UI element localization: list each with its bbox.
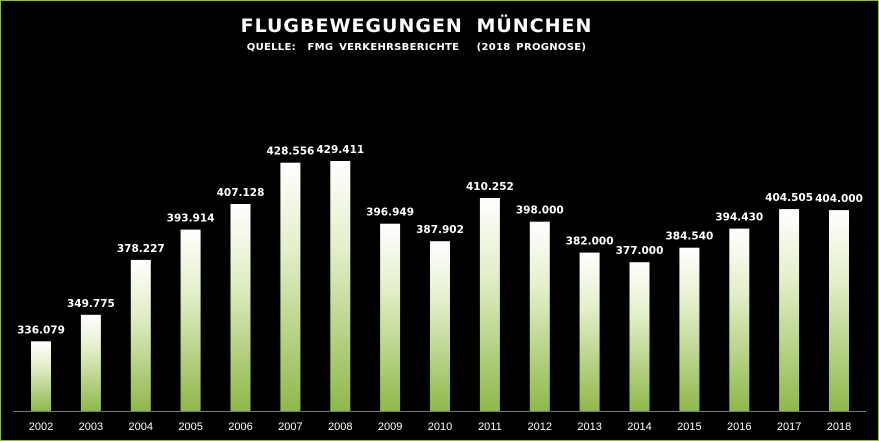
value-label-2004: 378.227 xyxy=(117,243,165,255)
value-label-2014: 377.000 xyxy=(616,245,664,257)
bar-2011 xyxy=(479,198,500,411)
value-label-2010: 387.902 xyxy=(416,224,464,236)
value-label-2007: 428.556 xyxy=(266,146,314,158)
x-tick-2006: 2006 xyxy=(228,421,252,433)
value-label-2016: 394.430 xyxy=(715,212,763,224)
value-label-2013: 382.000 xyxy=(566,236,614,248)
x-tick-2003: 2003 xyxy=(79,421,103,433)
x-tick-2008: 2008 xyxy=(328,421,352,433)
value-label-2015: 384.540 xyxy=(665,231,713,243)
bar-2002 xyxy=(31,341,51,411)
bar-2013 xyxy=(579,252,600,411)
bar-2010 xyxy=(430,241,450,411)
value-label-2018: 404.000 xyxy=(815,193,863,205)
value-label-2006: 407.128 xyxy=(217,187,265,199)
value-label-2017: 404.505 xyxy=(765,192,813,204)
value-labels-layer: 336.079 349.775 378.227 393.914 407.128 428.5… xyxy=(17,144,863,336)
x-tick-labels-layer: 2002 2003 2004 2005 2006 2007 2008 2009 2010 2011… xyxy=(29,421,851,433)
bar-2003 xyxy=(80,314,101,411)
value-label-2008: 429.411 xyxy=(316,144,364,156)
value-label-2011: 410.252 xyxy=(466,181,514,193)
x-tick-2016: 2016 xyxy=(727,421,751,433)
bar-2017 xyxy=(779,209,800,411)
value-label-2003: 349.775 xyxy=(67,298,115,310)
value-label-2002: 336.079 xyxy=(17,324,65,336)
bar-2015 xyxy=(679,247,700,411)
x-tick-2013: 2013 xyxy=(577,421,601,433)
bar-2014 xyxy=(629,262,650,411)
value-label-2005: 393.914 xyxy=(167,213,215,225)
chart-title: FLUGBEWEGUNGEN MÜNCHEN xyxy=(240,15,593,37)
bar-2012 xyxy=(529,221,550,411)
bar-2008 xyxy=(330,161,351,411)
x-tick-2009: 2009 xyxy=(378,421,402,433)
x-tick-2010: 2010 xyxy=(428,421,452,433)
x-tick-2004: 2004 xyxy=(129,421,153,433)
x-tick-2017: 2017 xyxy=(777,421,801,433)
bar-2018 xyxy=(829,210,849,411)
bar-2009 xyxy=(380,223,401,411)
value-label-2012: 398.000 xyxy=(516,205,564,217)
bar-2006 xyxy=(230,204,251,411)
value-label-2009: 396.949 xyxy=(366,207,414,219)
bar-2005 xyxy=(180,229,201,411)
x-tick-2012: 2012 xyxy=(528,421,552,433)
bar-2016 xyxy=(729,228,750,411)
bar-2004 xyxy=(130,259,151,411)
chart-subtitle: QUELLE: FMG VERKEHRSBERICHTE (2018 PROGN… xyxy=(246,42,587,53)
x-tick-2007: 2007 xyxy=(278,421,302,433)
bars-layer xyxy=(31,161,849,411)
x-tick-2011: 2011 xyxy=(478,421,502,433)
x-tick-2005: 2005 xyxy=(178,421,202,433)
x-tick-2014: 2014 xyxy=(627,421,651,433)
x-tick-2015: 2015 xyxy=(677,421,701,433)
bar-2007 xyxy=(280,162,301,411)
x-tick-2002: 2002 xyxy=(29,421,53,433)
x-tick-2018: 2018 xyxy=(827,421,851,433)
